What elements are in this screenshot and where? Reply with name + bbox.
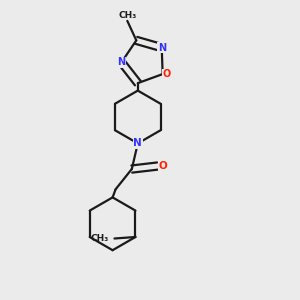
Text: O: O xyxy=(158,161,167,171)
Text: N: N xyxy=(158,43,166,52)
Text: CH₃: CH₃ xyxy=(118,11,136,20)
Text: N: N xyxy=(118,57,126,67)
Text: N: N xyxy=(134,138,142,148)
Text: O: O xyxy=(162,69,171,79)
Text: CH₃: CH₃ xyxy=(90,234,109,243)
